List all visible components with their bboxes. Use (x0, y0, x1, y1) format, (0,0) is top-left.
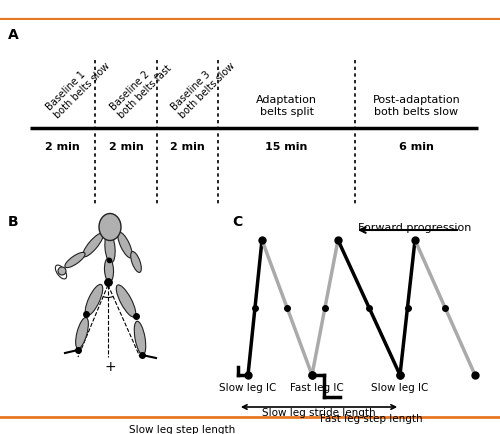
Ellipse shape (130, 252, 141, 273)
Text: Adaptation
belts split: Adaptation belts split (256, 95, 317, 117)
Ellipse shape (134, 321, 145, 355)
Ellipse shape (83, 233, 103, 257)
Ellipse shape (104, 258, 114, 282)
Text: Forward progression: Forward progression (358, 223, 472, 233)
Ellipse shape (76, 318, 88, 349)
Text: Fast leg IC: Fast leg IC (290, 383, 344, 393)
Text: B: B (8, 215, 18, 229)
Text: Baseline 2
both belts fast: Baseline 2 both belts fast (108, 55, 173, 120)
Text: 2 min: 2 min (108, 142, 144, 152)
Ellipse shape (118, 232, 132, 258)
Text: Slow leg stride length: Slow leg stride length (262, 408, 376, 418)
Text: Fast leg step length: Fast leg step length (320, 414, 422, 424)
Text: 2 min: 2 min (170, 142, 205, 152)
Text: Slow leg step length: Slow leg step length (129, 425, 235, 434)
Text: Baseline 3
both belts slow: Baseline 3 both belts slow (170, 53, 237, 120)
Ellipse shape (116, 285, 136, 317)
Text: C: C (232, 215, 242, 229)
Text: Medscape®: Medscape® (6, 4, 80, 14)
Ellipse shape (86, 284, 102, 316)
Text: Post-adaptation
both belts slow: Post-adaptation both belts slow (372, 95, 460, 117)
Text: Source: Brain © 2007 Oxford University Press: Source: Brain © 2007 Oxford University P… (288, 421, 495, 430)
Text: Slow leg IC: Slow leg IC (372, 383, 428, 393)
Text: Baseline 1
both belts slow: Baseline 1 both belts slow (45, 53, 112, 120)
Text: Slow leg IC: Slow leg IC (220, 383, 276, 393)
Ellipse shape (56, 265, 66, 279)
Ellipse shape (58, 267, 66, 275)
Ellipse shape (99, 214, 121, 240)
Ellipse shape (105, 233, 115, 263)
Text: +: + (104, 360, 116, 374)
Text: 15 min: 15 min (266, 142, 308, 152)
Text: www.medscape.com: www.medscape.com (195, 4, 310, 14)
Text: 2 min: 2 min (45, 142, 80, 152)
Text: A: A (8, 28, 19, 42)
Text: 6 min: 6 min (399, 142, 434, 152)
Ellipse shape (65, 253, 85, 268)
